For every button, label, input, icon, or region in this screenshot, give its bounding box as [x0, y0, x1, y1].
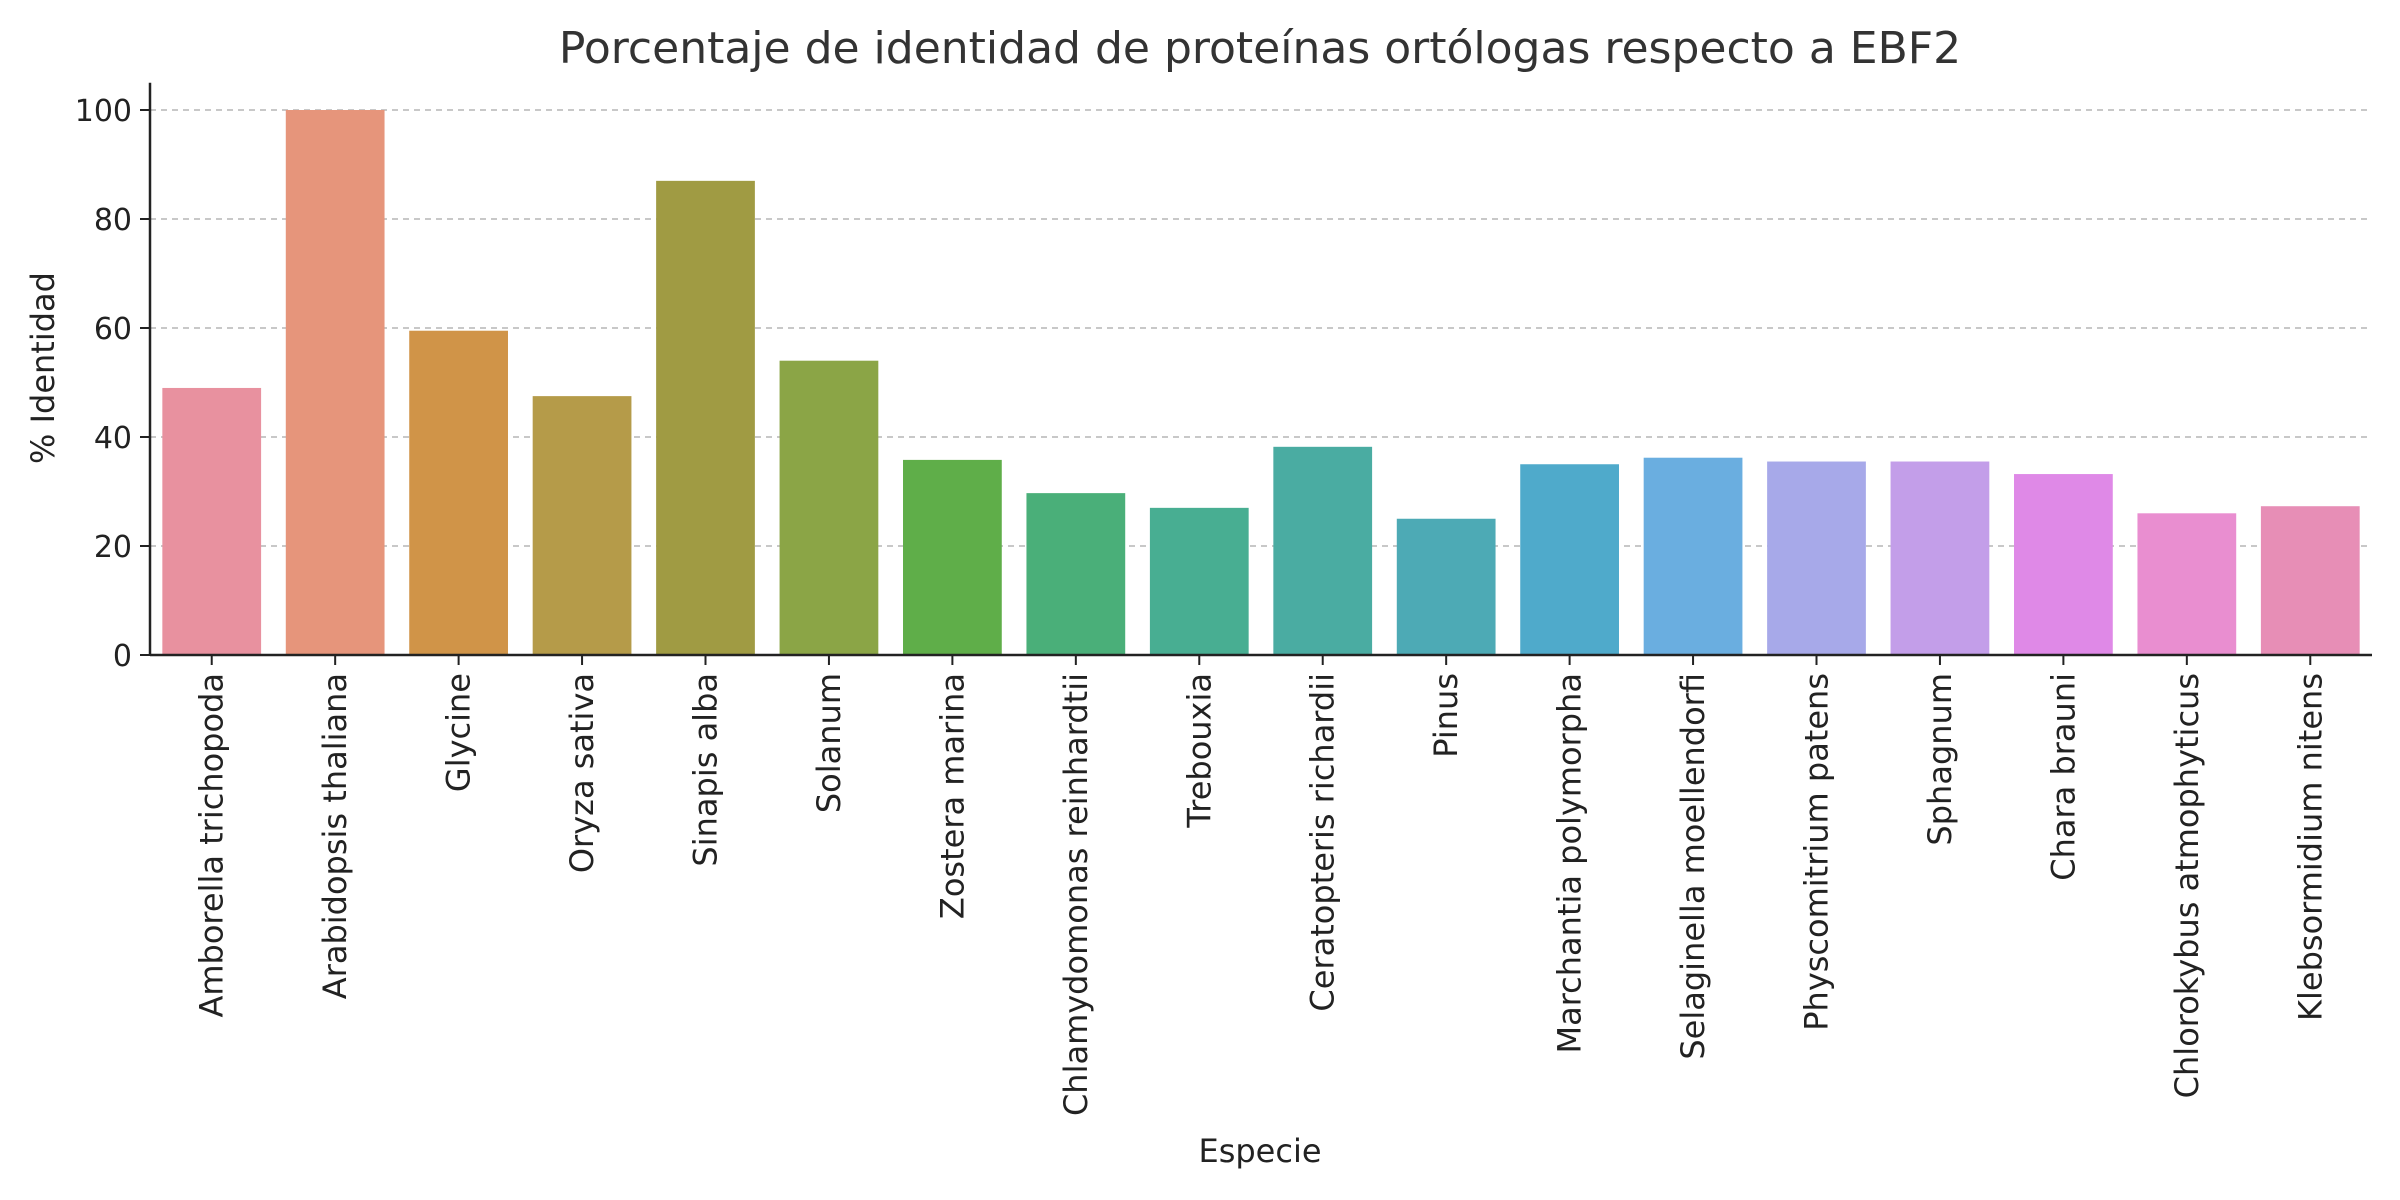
- y-tick-label: 40: [94, 421, 132, 456]
- x-tick-label: Ceratopteris richardii: [1304, 673, 1342, 1012]
- x-tick-label: Klebsormidium nitens: [2291, 673, 2329, 1021]
- bar: [162, 387, 262, 655]
- bar: [1026, 493, 1126, 655]
- bar: [656, 180, 755, 655]
- x-tick-label: Pinus: [1427, 673, 1465, 758]
- bar: [903, 459, 1002, 655]
- y-tick-label: 20: [94, 530, 132, 565]
- x-tick-label: Sinapis alba: [687, 673, 725, 867]
- y-tick-label: 60: [94, 312, 132, 347]
- bar: [1396, 518, 1496, 655]
- bar: [779, 360, 879, 655]
- x-tick-label: Oryza sativa: [563, 673, 601, 873]
- x-tick-label: Sphagnum: [1921, 673, 1959, 846]
- chart-title: Porcentaje de identidad de proteínas ort…: [559, 23, 1961, 74]
- x-tick-layer: Amborella trichopoda Arabidopsis thaliana…: [193, 655, 2329, 1116]
- bar: [1149, 507, 1249, 655]
- y-tick-label: 80: [94, 203, 132, 238]
- x-tick-label: Arabidopsis thaliana: [316, 673, 354, 999]
- grid-layer: [150, 109, 2372, 547]
- bar: [1890, 461, 1990, 655]
- y-tick-layer: 0 20 40 60 80 100: [75, 94, 150, 674]
- bar: [285, 110, 385, 655]
- x-tick-label: Selaginella moellendorfi: [1674, 673, 1712, 1060]
- x-tick-label: Trebouxia: [1180, 673, 1218, 829]
- bar: [1273, 446, 1373, 655]
- x-tick-label: Marchantia polymorpha: [1551, 673, 1589, 1053]
- bar: [1643, 457, 1743, 655]
- bar: [1767, 461, 1866, 655]
- x-tick-label: Solanum: [810, 673, 848, 813]
- y-tick-label: 100: [75, 94, 132, 129]
- bar: [532, 396, 632, 655]
- x-tick-label: Amborella trichopoda: [193, 673, 231, 1018]
- axis-layer: [148, 82, 2372, 657]
- bar: [1520, 464, 1619, 655]
- x-tick-label: Chara brauni: [2044, 673, 2082, 881]
- x-axis-label: Especie: [1198, 1132, 1321, 1170]
- bar: [2014, 474, 2113, 655]
- x-tick-label: Glycine: [440, 673, 478, 792]
- x-tick-label: Chlorokybus atmophyticus: [2168, 673, 2206, 1098]
- bar: [2260, 506, 2360, 655]
- x-tick-label: Chlamydomonas reinhardtii: [1057, 673, 1095, 1116]
- bar: [2137, 513, 2237, 655]
- y-axis-label: % Identidad: [24, 272, 62, 464]
- x-tick-label: Zostera marina: [933, 673, 971, 919]
- bar: [409, 330, 508, 655]
- y-tick-label: 0: [113, 639, 132, 674]
- bar-layer: [162, 110, 2360, 655]
- x-tick-label: Physcomitrium patens: [1798, 673, 1836, 1031]
